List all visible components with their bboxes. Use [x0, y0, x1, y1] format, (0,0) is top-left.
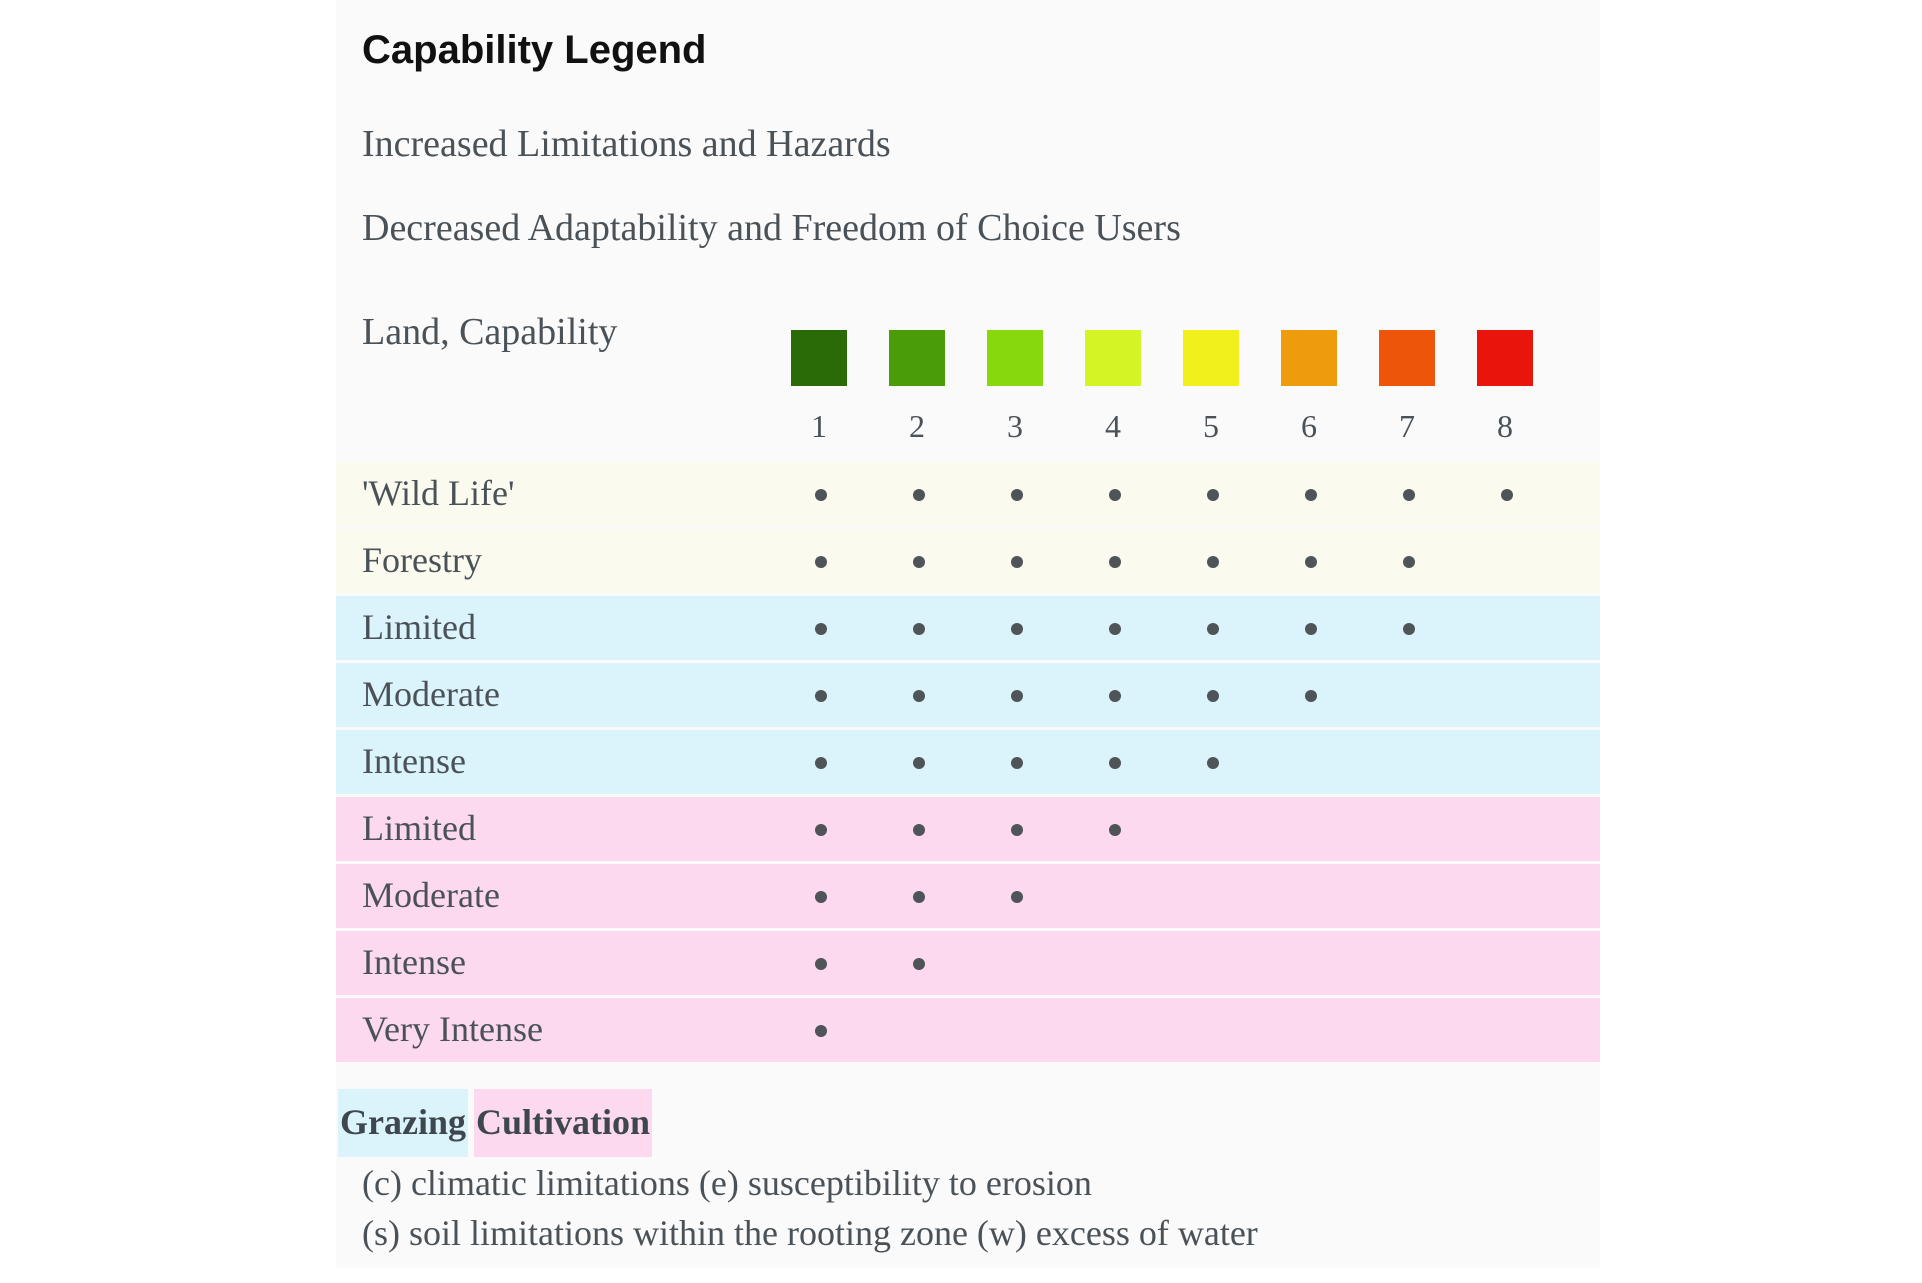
class-color-swatch — [889, 330, 945, 386]
suitability-dot — [1011, 623, 1023, 635]
suitability-dot — [913, 757, 925, 769]
row-label: 'Wild Life' — [362, 473, 515, 513]
class-color-swatch — [987, 330, 1043, 386]
land-use-matrix: 'Wild Life' Forestry Limited Moderate Intens… — [336, 462, 1600, 1065]
matrix-row-grazing: Moderate — [336, 663, 1600, 727]
matrix-row-other: Forestry — [336, 529, 1600, 593]
capability-class-header: 1 2 3 4 5 6 7 8 — [336, 330, 1600, 444]
suitability-dot — [815, 1025, 827, 1037]
suitability-dot — [1011, 690, 1023, 702]
suitability-dot — [1011, 489, 1023, 501]
row-label: Intense — [362, 942, 466, 982]
suitability-dot — [1109, 824, 1121, 836]
suitability-dot — [815, 690, 827, 702]
capability-class-2: 2 — [889, 330, 945, 445]
matrix-row-cultivation: Moderate — [336, 864, 1600, 928]
class-number: 1 — [811, 408, 827, 444]
class-number: 2 — [909, 408, 925, 444]
matrix-row-cultivation: Very Intense — [336, 998, 1600, 1062]
class-color-swatch — [1477, 330, 1533, 386]
suitability-dot — [1305, 623, 1317, 635]
suitability-dot — [815, 623, 827, 635]
capability-class-4: 4 — [1085, 330, 1141, 445]
row-label: Forestry — [362, 540, 482, 580]
suitability-dot — [815, 556, 827, 568]
suitability-dot — [1305, 690, 1317, 702]
suitability-dot — [1207, 556, 1219, 568]
class-number: 5 — [1203, 408, 1219, 444]
row-label: Moderate — [362, 674, 500, 714]
suitability-dot — [913, 690, 925, 702]
land-capability-header: Land, Capability — [362, 311, 618, 353]
suitability-dot — [913, 623, 925, 635]
suitability-dot — [913, 824, 925, 836]
suitability-dot — [1305, 556, 1317, 568]
suitability-dot — [1207, 623, 1219, 635]
matrix-row-other: 'Wild Life' — [336, 462, 1600, 526]
footnote-line: (c) climatic limitations (e) susceptibil… — [362, 1163, 1092, 1203]
matrix-row-cultivation: Intense — [336, 931, 1600, 995]
class-number: 8 — [1497, 408, 1513, 444]
suitability-dot — [913, 489, 925, 501]
capability-class-5: 5 — [1183, 330, 1239, 445]
class-number: 3 — [1007, 408, 1023, 444]
class-color-swatch — [1379, 330, 1435, 386]
suitability-dot — [1207, 757, 1219, 769]
suitability-dot — [1109, 489, 1121, 501]
class-color-swatch — [1281, 330, 1337, 386]
suitability-dot — [1109, 556, 1121, 568]
suitability-dot — [1109, 757, 1121, 769]
row-label: Limited — [362, 607, 476, 647]
matrix-row-cultivation: Limited — [336, 797, 1600, 861]
suitability-dot — [815, 891, 827, 903]
suitability-dot — [1207, 690, 1219, 702]
suitability-dot — [1011, 824, 1023, 836]
legend-title: Capability Legend — [362, 28, 707, 72]
matrix-row-grazing: Intense — [336, 730, 1600, 794]
capability-class-8: 8 — [1477, 330, 1533, 445]
class-number: 6 — [1301, 408, 1317, 444]
capability-legend-panel: Capability Legend Increased Limitations … — [336, 0, 1600, 1268]
suitability-dot — [1011, 757, 1023, 769]
capability-class-3: 3 — [987, 330, 1043, 445]
suitability-dot — [1109, 690, 1121, 702]
adaptability-caption: Decreased Adaptability and Freedom of Ch… — [362, 207, 1181, 249]
row-label: Limited — [362, 808, 476, 848]
class-color-swatch — [791, 330, 847, 386]
suitability-dot — [815, 824, 827, 836]
suitability-dot — [1207, 489, 1219, 501]
suitability-dot — [1403, 556, 1415, 568]
suitability-dot — [815, 489, 827, 501]
class-color-swatch — [1085, 330, 1141, 386]
suitability-dot — [913, 556, 925, 568]
suitability-dot — [1501, 489, 1513, 501]
suitability-dot — [815, 757, 827, 769]
row-label: Very Intense — [362, 1009, 543, 1049]
suitability-dot — [1011, 891, 1023, 903]
capability-class-1: 1 — [791, 330, 847, 445]
row-label: Moderate — [362, 875, 500, 915]
suitability-dot — [815, 958, 827, 970]
capability-class-6: 6 — [1281, 330, 1337, 445]
suitability-dot — [1403, 623, 1415, 635]
class-number: 7 — [1399, 408, 1415, 444]
suitability-dot — [1305, 489, 1317, 501]
capability-class-7: 7 — [1379, 330, 1435, 445]
suitability-dot — [1109, 623, 1121, 635]
cultivation-legend-label: Cultivation — [473, 1089, 653, 1157]
group-legend: Grazing Cultivation — [338, 1089, 653, 1157]
footnote-line: (s) soil limitations within the rooting … — [362, 1213, 1258, 1253]
class-color-swatch — [1183, 330, 1239, 386]
matrix-row-grazing: Limited — [336, 596, 1600, 660]
suitability-dot — [913, 891, 925, 903]
row-label: Intense — [362, 741, 466, 781]
suitability-dot — [1011, 556, 1023, 568]
suitability-dot — [1403, 489, 1415, 501]
grazing-legend-label: Grazing — [338, 1089, 468, 1157]
class-number: 4 — [1105, 408, 1121, 444]
limitations-caption: Increased Limitations and Hazards — [362, 123, 891, 165]
suitability-dot — [913, 958, 925, 970]
